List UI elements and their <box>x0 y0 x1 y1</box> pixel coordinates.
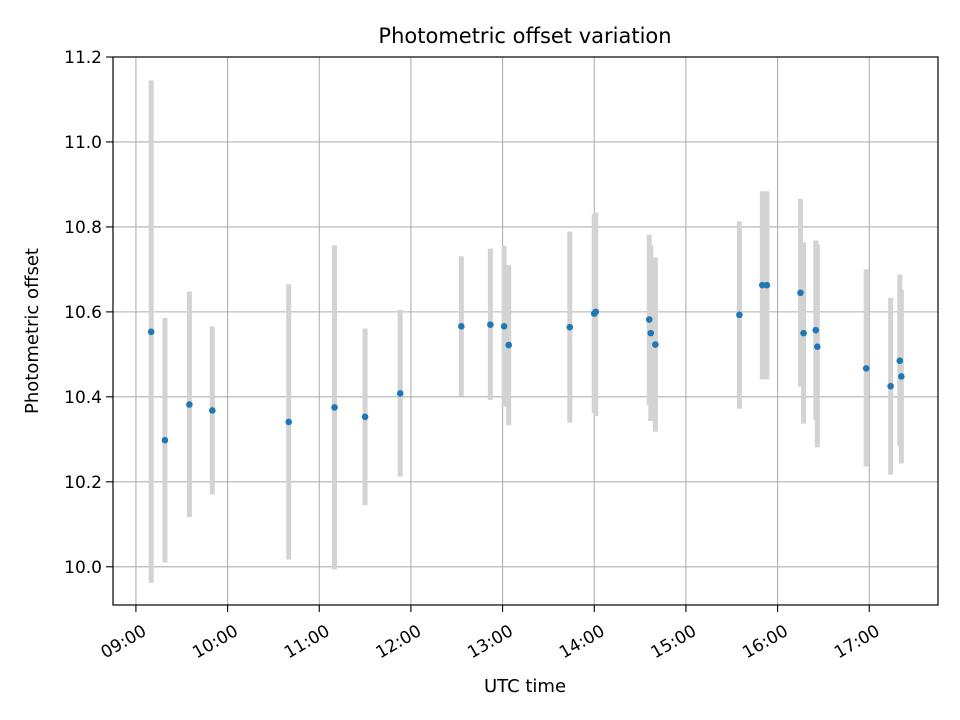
data-point <box>800 329 807 337</box>
x-axis-label: UTC time <box>484 676 566 697</box>
data-point <box>458 323 465 330</box>
y-tick-label: 10.0 <box>64 558 102 578</box>
data-point <box>797 289 804 297</box>
y-tick-label: 10.4 <box>64 388 102 408</box>
data-point <box>505 341 512 349</box>
data-point <box>161 436 169 444</box>
data-point <box>331 404 338 411</box>
data-point <box>898 373 905 380</box>
y-tick-label: 11.0 <box>64 133 102 153</box>
data-point <box>396 390 404 397</box>
y-tick-label: 10.2 <box>64 473 102 493</box>
data-point <box>645 316 653 323</box>
data-point <box>652 341 659 348</box>
data-point <box>814 343 821 351</box>
plot-frame <box>112 56 939 606</box>
data-point <box>147 328 155 336</box>
chart-title: Photometric offset variation <box>378 24 671 48</box>
data-point <box>763 281 771 289</box>
data-point <box>186 401 193 408</box>
data-point <box>736 311 743 319</box>
data-point <box>759 281 766 289</box>
data-point <box>592 308 600 316</box>
data-point <box>209 407 216 414</box>
data-point <box>361 413 369 421</box>
data-point <box>566 323 574 331</box>
data-point <box>285 418 292 426</box>
data-point <box>647 329 655 337</box>
data-point <box>487 321 494 328</box>
y-axis-ticks: 10.0 10.2 10.4 10.6 10.8 11.0 11.2 <box>64 48 113 578</box>
data-points <box>147 281 905 444</box>
data-point <box>812 326 820 334</box>
y-tick-label: 10.6 <box>64 303 102 323</box>
y-tick-label: 10.8 <box>64 218 102 238</box>
y-tick-label: 11.2 <box>64 48 102 68</box>
data-point <box>500 323 508 330</box>
data-point <box>887 382 894 390</box>
data-point <box>896 357 904 365</box>
y-axis-label: Photometric offset <box>22 248 43 414</box>
data-point <box>862 365 870 372</box>
